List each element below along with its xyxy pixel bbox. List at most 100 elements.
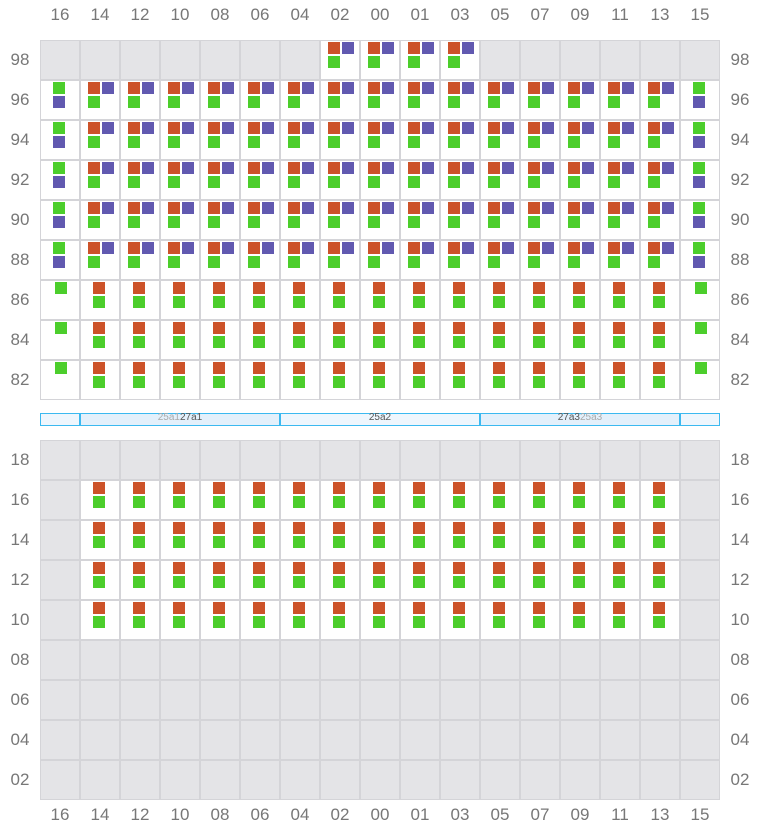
- bottom-seat-16-10[interactable]: [160, 480, 200, 520]
- top-seat-84-06[interactable]: [240, 320, 280, 360]
- bottom-seat-14-00[interactable]: [360, 520, 400, 560]
- top-seat-88-12[interactable]: [120, 240, 160, 280]
- top-seat-88-08[interactable]: [200, 240, 240, 280]
- top-seat-90-02[interactable]: [320, 200, 360, 240]
- top-seat-94-01[interactable]: [400, 120, 440, 160]
- top-seat-84-00[interactable]: [360, 320, 400, 360]
- top-seat-86-10[interactable]: [160, 280, 200, 320]
- top-seat-90-14[interactable]: [80, 200, 120, 240]
- bottom-seat-12-04[interactable]: [280, 560, 320, 600]
- top-seat-88-06[interactable]: [240, 240, 280, 280]
- top-seat-96-03[interactable]: [440, 80, 480, 120]
- top-seat-94-15[interactable]: [680, 120, 720, 160]
- top-seat-88-02[interactable]: [320, 240, 360, 280]
- bottom-seat-16-00[interactable]: [360, 480, 400, 520]
- bottom-seat-14-02[interactable]: [320, 520, 360, 560]
- top-seat-84-16[interactable]: [40, 320, 80, 360]
- top-seat-82-16[interactable]: [40, 360, 80, 400]
- bottom-seat-12-10[interactable]: [160, 560, 200, 600]
- top-seat-86-01[interactable]: [400, 280, 440, 320]
- top-seat-96-13[interactable]: [640, 80, 680, 120]
- top-seat-82-15[interactable]: [680, 360, 720, 400]
- top-seat-96-15[interactable]: [680, 80, 720, 120]
- top-seat-86-06[interactable]: [240, 280, 280, 320]
- top-seat-82-13[interactable]: [640, 360, 680, 400]
- top-seat-84-07[interactable]: [520, 320, 560, 360]
- bottom-seat-12-13[interactable]: [640, 560, 680, 600]
- top-seat-92-07[interactable]: [520, 160, 560, 200]
- bottom-seat-12-07[interactable]: [520, 560, 560, 600]
- top-seat-90-05[interactable]: [480, 200, 520, 240]
- bottom-seat-12-02[interactable]: [320, 560, 360, 600]
- bottom-seat-12-08[interactable]: [200, 560, 240, 600]
- top-seat-96-02[interactable]: [320, 80, 360, 120]
- bottom-seat-14-03[interactable]: [440, 520, 480, 560]
- top-seat-88-10[interactable]: [160, 240, 200, 280]
- top-seat-90-10[interactable]: [160, 200, 200, 240]
- top-seat-82-03[interactable]: [440, 360, 480, 400]
- bottom-seat-10-08[interactable]: [200, 600, 240, 640]
- top-seat-82-09[interactable]: [560, 360, 600, 400]
- top-seat-88-14[interactable]: [80, 240, 120, 280]
- bottom-seat-12-14[interactable]: [80, 560, 120, 600]
- top-seat-92-00[interactable]: [360, 160, 400, 200]
- top-seat-90-16[interactable]: [40, 200, 80, 240]
- top-seat-94-09[interactable]: [560, 120, 600, 160]
- top-seat-96-04[interactable]: [280, 80, 320, 120]
- bottom-seat-16-12[interactable]: [120, 480, 160, 520]
- top-seat-96-08[interactable]: [200, 80, 240, 120]
- top-seat-92-10[interactable]: [160, 160, 200, 200]
- bottom-seat-10-00[interactable]: [360, 600, 400, 640]
- top-seat-90-08[interactable]: [200, 200, 240, 240]
- top-seat-84-03[interactable]: [440, 320, 480, 360]
- top-seat-92-08[interactable]: [200, 160, 240, 200]
- top-seat-94-08[interactable]: [200, 120, 240, 160]
- top-seat-96-10[interactable]: [160, 80, 200, 120]
- bottom-seat-14-12[interactable]: [120, 520, 160, 560]
- bottom-seat-12-09[interactable]: [560, 560, 600, 600]
- bottom-seat-14-09[interactable]: [560, 520, 600, 560]
- top-seat-86-12[interactable]: [120, 280, 160, 320]
- top-seat-98-01[interactable]: [400, 40, 440, 80]
- top-seat-84-05[interactable]: [480, 320, 520, 360]
- bottom-seat-16-04[interactable]: [280, 480, 320, 520]
- top-seat-92-04[interactable]: [280, 160, 320, 200]
- top-seat-96-07[interactable]: [520, 80, 560, 120]
- bottom-seat-12-00[interactable]: [360, 560, 400, 600]
- top-seat-86-08[interactable]: [200, 280, 240, 320]
- top-seat-88-00[interactable]: [360, 240, 400, 280]
- top-seat-86-16[interactable]: [40, 280, 80, 320]
- top-seat-92-03[interactable]: [440, 160, 480, 200]
- top-seat-82-10[interactable]: [160, 360, 200, 400]
- top-seat-94-16[interactable]: [40, 120, 80, 160]
- bottom-seat-10-04[interactable]: [280, 600, 320, 640]
- top-seat-86-11[interactable]: [600, 280, 640, 320]
- bottom-seat-12-03[interactable]: [440, 560, 480, 600]
- top-seat-96-00[interactable]: [360, 80, 400, 120]
- top-seat-96-11[interactable]: [600, 80, 640, 120]
- top-seat-96-16[interactable]: [40, 80, 80, 120]
- bottom-seat-16-14[interactable]: [80, 480, 120, 520]
- divider-segment[interactable]: 25a127a1: [80, 412, 280, 426]
- top-seat-84-09[interactable]: [560, 320, 600, 360]
- top-seat-88-03[interactable]: [440, 240, 480, 280]
- bottom-seat-10-01[interactable]: [400, 600, 440, 640]
- top-seat-82-01[interactable]: [400, 360, 440, 400]
- top-seat-90-03[interactable]: [440, 200, 480, 240]
- top-seat-84-14[interactable]: [80, 320, 120, 360]
- top-seat-86-15[interactable]: [680, 280, 720, 320]
- bottom-seat-10-13[interactable]: [640, 600, 680, 640]
- top-seat-82-05[interactable]: [480, 360, 520, 400]
- top-seat-84-01[interactable]: [400, 320, 440, 360]
- bottom-seat-16-06[interactable]: [240, 480, 280, 520]
- top-seat-82-02[interactable]: [320, 360, 360, 400]
- top-seat-84-11[interactable]: [600, 320, 640, 360]
- bottom-seat-14-07[interactable]: [520, 520, 560, 560]
- top-seat-96-14[interactable]: [80, 80, 120, 120]
- bottom-seat-10-07[interactable]: [520, 600, 560, 640]
- top-seat-94-07[interactable]: [520, 120, 560, 160]
- top-seat-96-09[interactable]: [560, 80, 600, 120]
- top-seat-90-09[interactable]: [560, 200, 600, 240]
- top-seat-86-04[interactable]: [280, 280, 320, 320]
- top-seat-98-00[interactable]: [360, 40, 400, 80]
